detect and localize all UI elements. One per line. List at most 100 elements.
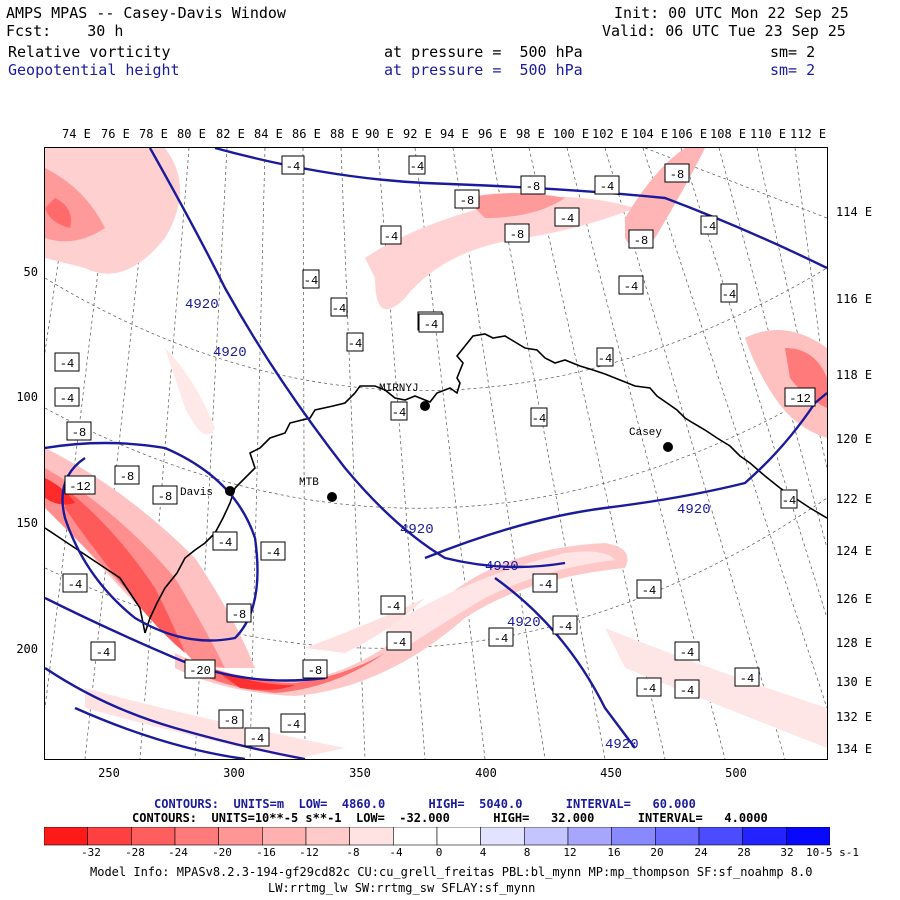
valid-time: Valid: 06 UTC Tue 23 Sep 25 [602,22,846,40]
svg-text:-4: -4 [680,646,694,660]
svg-text:-8: -8 [308,664,322,678]
svg-text:-4: -4 [560,212,574,226]
grid-x-label: 400 [475,766,497,780]
svg-text:-4: -4 [722,288,736,302]
svg-text:-8: -8 [460,194,474,208]
vort-label: -8 [302,659,328,679]
svg-text:-4: -4 [386,600,400,614]
vort-label: -4 [594,175,620,195]
colorbar [44,827,830,846]
colorbar-swatch [698,827,743,846]
svg-text:-12: -12 [789,392,811,406]
model-physics: LW:rrtmg_lw SW:rrtmg_sw SFLAY:sf_mynn [268,881,536,895]
svg-text:-4: -4 [532,412,546,426]
svg-text:-4: -4 [410,160,424,174]
vort-label: -8 [114,465,140,485]
vort-label: -4 [734,667,760,687]
svg-text:-4: -4 [598,352,612,366]
station-label-davis: Davis [180,487,213,499]
map-title: AMPS MPAS -- Casey-Davis Window [6,4,286,22]
svg-text:-4: -4 [60,357,74,371]
station-label-mirnyj: MIRNYJ [379,383,419,395]
vort-label: -4 [280,713,306,733]
svg-text:-12: -12 [69,480,91,494]
lon-label: 118 E [836,368,873,382]
grid-y-label: 50 [23,265,38,279]
stations: Davis MTB MIRNYJ Casey [180,383,673,502]
colorbar-label: -16 [256,846,276,859]
vort-label: -4 [302,269,320,289]
station-label-mtb: MTB [299,477,319,489]
colorbar-label: 24 [694,846,708,859]
lon-label: 80 E [177,127,206,141]
colorbar-swatch [349,827,394,846]
geopotential-contour-4920 [45,148,827,759]
colorbar-unit: 10-5 s-1 [806,846,859,859]
colorbar-swatch [567,827,612,846]
svg-text:-4: -4 [384,230,398,244]
svg-text:-8: -8 [510,228,524,242]
svg-text:-4: -4 [494,632,508,646]
colorbar-label: -32 [81,846,101,859]
colorbar-label: 12 [563,846,577,859]
svg-text:-4: -4 [558,620,572,634]
vort-label: -8 [218,709,244,729]
svg-text:-4: -4 [332,302,346,316]
lon-label: 98 E [516,127,545,141]
vorticity-labels: -4 -4 -4 -4 -4 -4 -4 -4 -4 -8 -8 -8 -12 … [54,155,816,747]
vort-label: -4 [390,401,408,421]
svg-text:-4: -4 [304,274,318,288]
lon-label: 120 E [836,432,873,446]
vort-label: -20 [184,659,216,679]
colorbar-label: 16 [607,846,621,859]
lon-label: 88 E [330,127,359,141]
colorbar-label: 20 [650,846,664,859]
height-label: 4920 [485,559,519,575]
field2-name: Geopotential height [8,61,180,79]
svg-text:-8: -8 [120,470,134,484]
vort-label: -4 [346,332,364,352]
grid-x-label: 450 [600,766,622,780]
field1-level: at pressure = 500 hPa [384,43,583,61]
lon-label: 126 E [836,592,873,606]
vort-label: -4 [700,215,718,235]
colorbar-swatch [742,827,787,846]
height-label: 4920 [185,297,219,313]
lon-label: 92 E [403,127,432,141]
lon-label: 104 E [632,127,669,141]
svg-text:-4: -4 [218,536,232,550]
svg-text:-4: -4 [286,160,300,174]
vort-label: -8 [628,229,654,249]
svg-text:-4: -4 [538,578,552,592]
colorbar-swatch [786,827,830,846]
grid-x-label: 300 [223,766,245,780]
vort-label: -4 [244,727,270,747]
svg-text:-8: -8 [232,608,246,622]
lon-label: 132 E [836,710,873,724]
vort-label: -8 [504,223,530,243]
svg-text:-4: -4 [782,494,796,508]
grid-y-label: 200 [16,642,38,656]
forecast-hour: Fcst: 30 h [6,22,124,40]
height-label: 4920 [605,737,639,753]
colorbar-swatch [524,827,569,846]
vort-label: -4 [530,407,548,427]
colorbar-swatch [393,827,438,846]
vort-label: -4 [418,313,444,333]
svg-text:-8: -8 [224,714,238,728]
colorbar-label: -28 [125,846,145,859]
vort-label: -8 [520,175,546,195]
vort-label: -4 [380,225,402,245]
vorticity-height-map[interactable]: Davis MTB MIRNYJ Casey 4920 4920 4920 49… [44,147,828,760]
vort-label: -4 [780,489,798,509]
lon-label: 114 E [836,205,873,219]
station-marker-casey [663,442,673,452]
vort-label: -4 [380,595,406,615]
model-info: Model Info: MPASv8.2.3-194-gf29cd82c CU:… [90,865,813,879]
colorbar-label: -12 [299,846,319,859]
colorbar-swatch [87,827,132,846]
svg-text:-4: -4 [642,584,656,598]
svg-text:-8: -8 [634,234,648,248]
height-label: 4920 [400,522,434,538]
vort-label: -4 [330,297,348,317]
